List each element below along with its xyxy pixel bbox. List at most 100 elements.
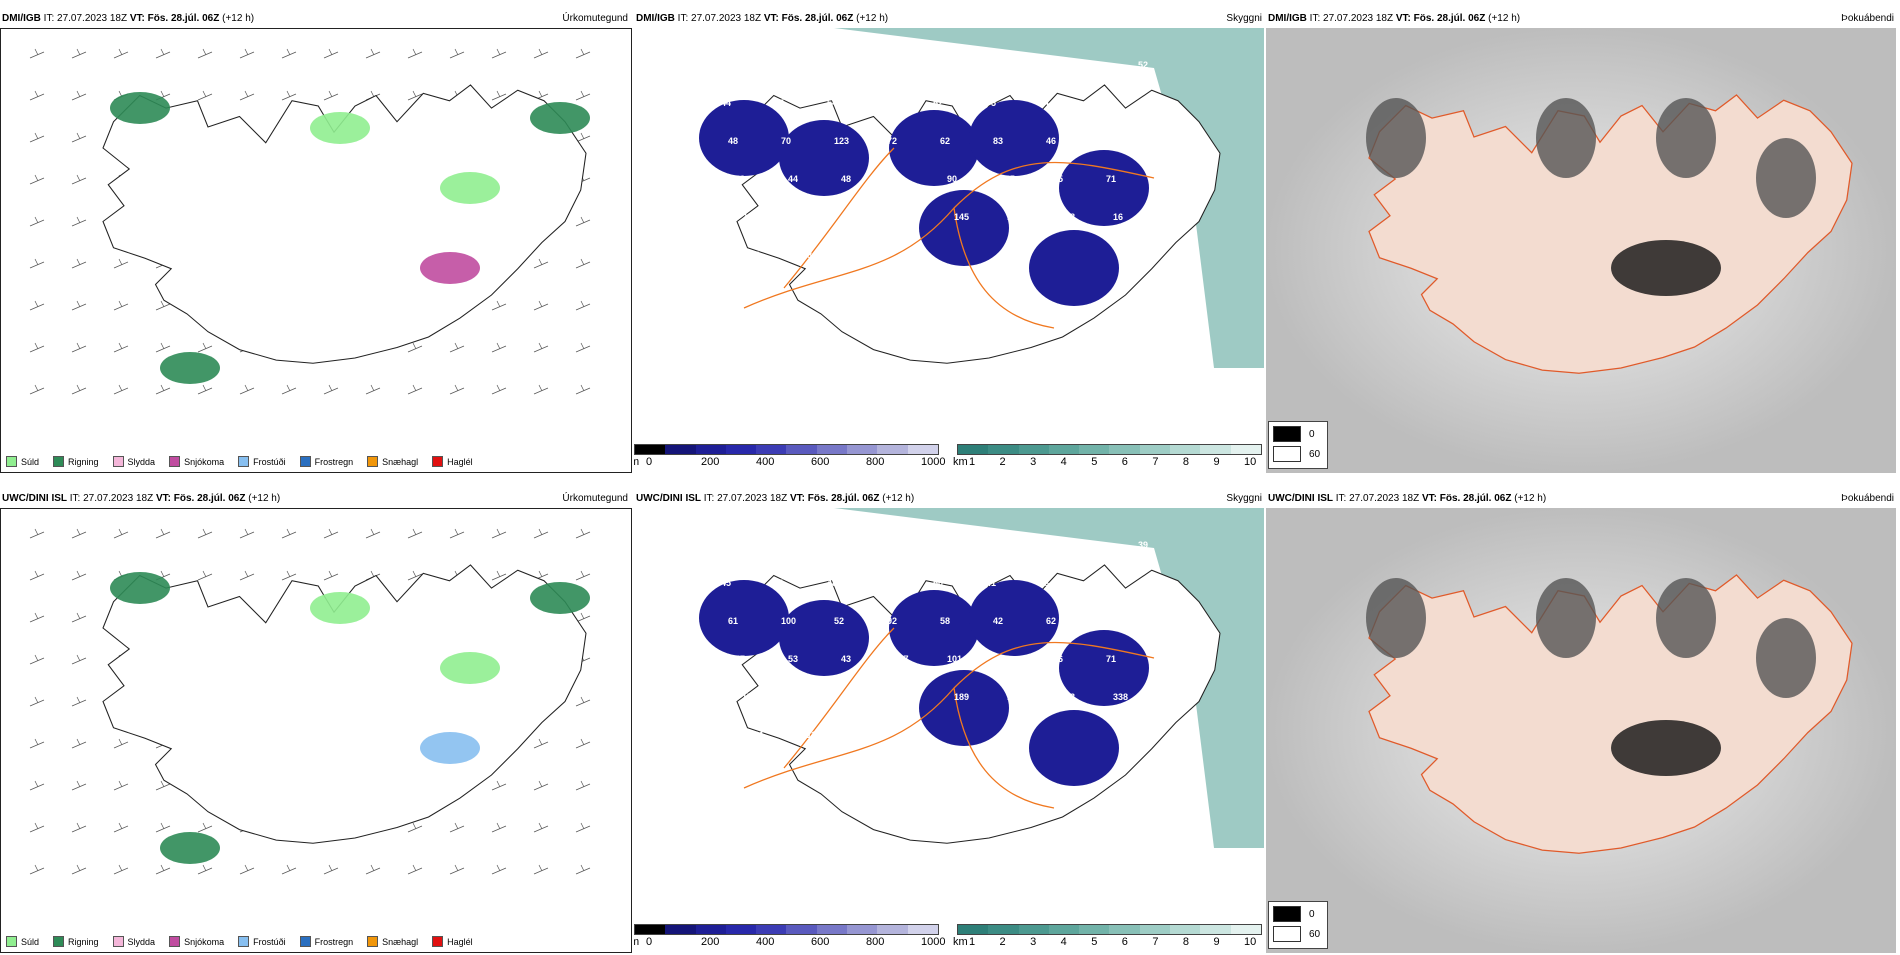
low-cloud-area: [699, 580, 789, 656]
wind-barb: [197, 90, 213, 101]
cloud-base-label: 97: [749, 250, 759, 260]
cloud-base-label: 16: [1113, 212, 1123, 222]
low-cloud-area: [1029, 230, 1119, 306]
fog-index-area: [1536, 98, 1596, 178]
colorbar-tick: 1000: [921, 936, 946, 948]
legend-swatch: [53, 936, 65, 947]
wind-barb: [533, 780, 549, 791]
cloud-base-label: 145: [954, 212, 969, 222]
cloud-base-label: 41: [774, 578, 784, 588]
wind-barb: [323, 384, 339, 395]
cloud-base-label: 181: [1007, 692, 1022, 702]
cloud-base-label: 42: [1145, 98, 1155, 108]
cloud-base-label: 31: [873, 540, 883, 550]
wind-barb: [155, 822, 171, 833]
legend-swatch: [6, 456, 17, 467]
wind-barb: [197, 570, 213, 581]
wind-barb: [29, 528, 45, 539]
wind-barb: [239, 864, 255, 875]
wind-barb: [71, 570, 87, 581]
panel-uwc-ceiling: UWC/DINI ISL IT: 27.07.2023 18Z VT: Fös.…: [634, 490, 1266, 955]
wind-barb: [281, 528, 297, 539]
colorbar-tick: 200: [701, 936, 720, 948]
cloud-base-label: 59: [714, 540, 724, 550]
colorbar-tick: 5: [1091, 936, 1098, 948]
cloud-base-label: 90: [947, 174, 957, 184]
wind-barb: [491, 48, 507, 59]
colorbar-tick: 200: [701, 456, 720, 468]
cloud-base-label: 44: [721, 98, 731, 108]
legend-item: Frostregn: [299, 936, 353, 947]
cloud-base-label: 37: [873, 60, 883, 70]
low-cloud-area: [969, 580, 1059, 656]
colorbar-tick: 10: [1244, 936, 1257, 948]
cloud-base-label: 117: [894, 654, 909, 664]
colorbar-swatches: [957, 444, 1262, 455]
legend-label: Snjókoma: [184, 456, 225, 467]
legend-swatch: [112, 936, 124, 947]
cloud-base-label: 53: [894, 174, 904, 184]
wind-barb: [29, 612, 45, 623]
cloud-base-label: 107: [1007, 212, 1022, 222]
wind-barb: [113, 528, 129, 539]
legend-item: Snjókoma: [169, 936, 224, 947]
visibility-colorbar: km 1 2 3 4 5 6 7 8 9 10: [953, 444, 1262, 469]
cloud-base-label: 71: [1000, 654, 1010, 664]
low-cloud-area: [969, 100, 1059, 176]
colorbar-tick: 1000: [921, 456, 946, 468]
wind-barb: [575, 258, 591, 269]
wind-barb: [575, 780, 591, 791]
wind-barb: [155, 864, 171, 875]
colorbar-swatches: [957, 924, 1262, 935]
panel-title: DMI/IGB IT: 27.07.2023 18Z VT: Fös. 28.j…: [636, 13, 889, 24]
panel-title: UWC/DINI ISL IT: 27.07.2023 18Z VT: Fös.…: [636, 493, 915, 504]
legend-swatch: [367, 456, 379, 467]
panel-title: DMI/IGB IT: 27.07.2023 18Z VT: Fös. 28.j…: [1268, 13, 1521, 24]
legend-item: Súld: [6, 456, 39, 467]
legend-label: Snæhagl: [382, 456, 419, 467]
cloud-base-label: 46: [1032, 540, 1042, 550]
cloud-base-label: 85: [1053, 174, 1063, 184]
cloud-base-label: 140: [1159, 654, 1174, 664]
cloud-base-label: 62: [940, 136, 950, 146]
colorbar-unit: m: [634, 456, 640, 468]
legend-item: Haglél: [432, 456, 473, 467]
legend-item: Rigning: [53, 456, 99, 467]
cloud-base-label: 48: [728, 136, 738, 146]
wind-barb: [71, 342, 87, 353]
legend-swatch: [238, 936, 250, 947]
fog-index-area: [1611, 720, 1721, 776]
wind-barb: [533, 384, 549, 395]
wind-barb: [449, 864, 465, 875]
colorbar-unit: km: [953, 936, 968, 948]
fog-index-area: [1756, 138, 1816, 218]
wind-barb: [71, 48, 87, 59]
cloud-base-label: 173: [795, 692, 810, 702]
cloud-base-label: 98: [802, 250, 812, 260]
cloud-base-label: 54: [827, 98, 837, 108]
wind-barb: [365, 528, 381, 539]
wind-barb: [29, 300, 45, 311]
fog-index-legend: 0 60: [1268, 901, 1328, 949]
cloud-base-label: 92: [887, 616, 897, 626]
cloud-base-label: 48: [1099, 616, 1109, 626]
wind-barb: [323, 570, 339, 581]
panel-title: UWC/DINI ISL IT: 27.07.2023 18Z VT: Fös.…: [1268, 493, 1547, 504]
colorbar-tick: 6: [1121, 456, 1128, 468]
panel-field-name: Þokuábendi: [1841, 13, 1894, 24]
wind-barb: [533, 822, 549, 833]
cloud-base-label: 100: [781, 616, 796, 626]
wind-barb: [407, 90, 423, 101]
cloud-base-label: 41: [986, 578, 996, 588]
iceland-map-fog: [1266, 508, 1896, 953]
cloud-base-label: 70: [781, 136, 791, 146]
wind-barb: [113, 780, 129, 791]
wind-barb: [533, 300, 549, 311]
cloud-base-label: 37: [979, 540, 989, 550]
wind-barb: [449, 342, 465, 353]
wind-barb: [29, 780, 45, 791]
cloud-base-label: 161: [749, 730, 764, 740]
cloud-base-label: 58: [1085, 60, 1095, 70]
wind-barb: [71, 384, 87, 395]
cloud-base-label: 52: [834, 616, 844, 626]
